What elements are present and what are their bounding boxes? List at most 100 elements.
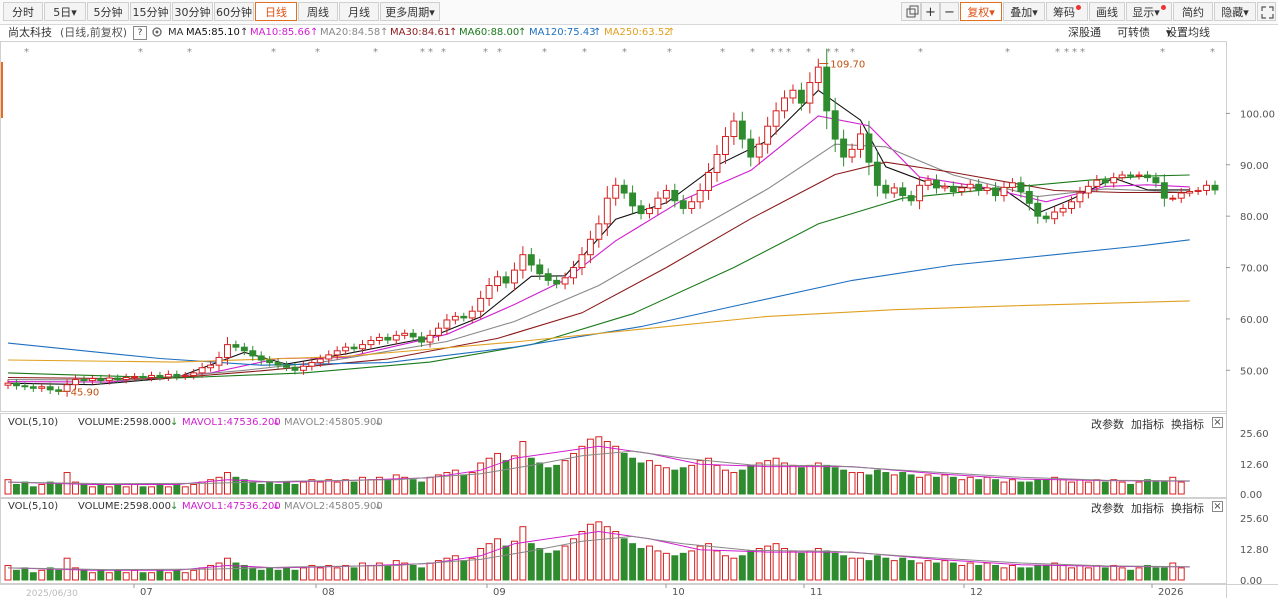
zoom-in-button[interactable]: + (921, 2, 940, 21)
volume-bar (941, 560, 949, 581)
ma250-value: MA250:63.52 (604, 27, 671, 38)
candle-body (359, 344, 366, 350)
side-indicator (0, 62, 3, 118)
vol-change-params[interactable]: 改参数 (1091, 418, 1124, 431)
volume-bar (283, 567, 290, 581)
mavol1-line (7, 530, 1190, 571)
volume-bar (1144, 479, 1151, 495)
volume-bar (806, 550, 814, 581)
vol-switch-indicator[interactable]: 换指标 (1171, 502, 1204, 515)
link-convertible-bond[interactable]: 可转债 (1117, 26, 1150, 39)
vol-add-indicator[interactable]: 加指标 (1131, 418, 1164, 431)
hide-button[interactable]: 隐藏▾ (1214, 2, 1256, 21)
tab-5day[interactable]: 5日▾ (44, 2, 86, 21)
tab-15min[interactable]: 15分钟 (130, 2, 171, 21)
candle-body (173, 373, 181, 377)
volume-bar (1135, 481, 1143, 495)
volume-bar (249, 481, 257, 495)
display-button[interactable]: 显示▾ (1126, 2, 1172, 21)
candle-body (181, 374, 189, 377)
tab-monthly[interactable]: 月线 (339, 2, 379, 21)
volume-bar (468, 472, 476, 495)
volume-bar (72, 481, 79, 495)
fullscreen-icon[interactable] (1257, 2, 1276, 21)
close-icon[interactable]: × (1212, 417, 1223, 428)
volume-bar (1025, 567, 1033, 581)
volume-bar (696, 545, 704, 581)
tab-60min[interactable]: 60分钟 (214, 2, 254, 21)
volume-bar (949, 476, 957, 495)
tab-5min[interactable]: 5分钟 (87, 2, 129, 21)
volume-bar (671, 469, 679, 495)
volume-bar (544, 467, 552, 495)
event-marker-icon: * (786, 47, 791, 58)
volume-bar (29, 572, 37, 581)
candle-body (283, 364, 290, 368)
candle-body (662, 189, 670, 199)
volume-bar (283, 481, 290, 495)
tab-daily[interactable]: 日线 (255, 2, 297, 21)
volume-bar (527, 543, 535, 581)
volume-bar (1034, 564, 1042, 581)
volume-bar (1110, 479, 1118, 495)
candle-body (72, 379, 79, 386)
candle-body (747, 138, 755, 158)
candle-body (1068, 201, 1075, 209)
zoom-out-button[interactable]: − (940, 2, 959, 21)
link-shenzhen-connect[interactable]: 深股通 (1068, 26, 1101, 39)
volume-bar (1135, 567, 1143, 581)
volume-bar (654, 464, 662, 495)
vol-change-params[interactable]: 改参数 (1091, 502, 1124, 515)
volume-bar (97, 569, 105, 581)
volume-bar (958, 564, 966, 581)
tab-timeshare[interactable]: 分时 (3, 2, 43, 21)
candle-body (139, 375, 147, 379)
volume-tick-label: 25.60 (1240, 429, 1269, 440)
volume-bar (114, 483, 122, 495)
tab-more-periods[interactable]: 更多周期▾ (380, 2, 440, 21)
volume-bar (1152, 481, 1160, 495)
candle-body (797, 89, 805, 104)
volume-bar (1025, 481, 1033, 495)
overlay-button[interactable]: 叠加▾ (1003, 2, 1045, 21)
volume-bar (308, 479, 316, 495)
simple-button[interactable]: 简约 (1173, 2, 1213, 21)
candle-body (755, 143, 763, 158)
volume-bar (198, 481, 206, 495)
volume-bar (595, 521, 603, 581)
event-marker-icon: * (826, 47, 831, 58)
volume-bar (1177, 567, 1185, 581)
volume-bar (1051, 476, 1059, 495)
copy-icon[interactable] (901, 2, 921, 21)
vol-add-indicator[interactable]: 加指标 (1131, 502, 1164, 515)
chips-button[interactable]: 筹码 (1046, 2, 1088, 21)
ma-line-ma10 (7, 115, 1190, 383)
volume-bar (105, 572, 113, 581)
volume-bar (164, 572, 172, 581)
candle-body (342, 346, 350, 352)
tab-weekly[interactable]: 周线 (298, 2, 338, 21)
vol-switch-indicator[interactable]: 换指标 (1171, 418, 1204, 431)
close-icon[interactable]: × (1212, 501, 1223, 512)
volume-bar (240, 564, 248, 581)
settings-gear-icon[interactable] (151, 26, 163, 38)
event-marker-icon: * (271, 47, 276, 58)
x-tick-label: 07 (140, 587, 153, 598)
candle-body (443, 319, 451, 329)
volume-bar (105, 486, 113, 495)
volume-bar (485, 457, 493, 495)
volume-bar (646, 460, 653, 495)
event-marker-icon: * (1055, 47, 1060, 58)
tab-30min[interactable]: 30分钟 (172, 2, 213, 21)
arrow-down-icon: ↓ (170, 501, 179, 512)
volume-bar (139, 486, 147, 495)
candle-body (333, 350, 341, 356)
help-icon[interactable]: ? (133, 26, 147, 40)
candle-body (949, 185, 957, 192)
volume-bar (586, 438, 594, 495)
volume-bar (173, 483, 181, 495)
restore-rights-button[interactable]: 复权▾ (960, 2, 1002, 21)
draw-line-button[interactable]: 画线 (1089, 2, 1125, 21)
volume-bar (747, 550, 755, 581)
